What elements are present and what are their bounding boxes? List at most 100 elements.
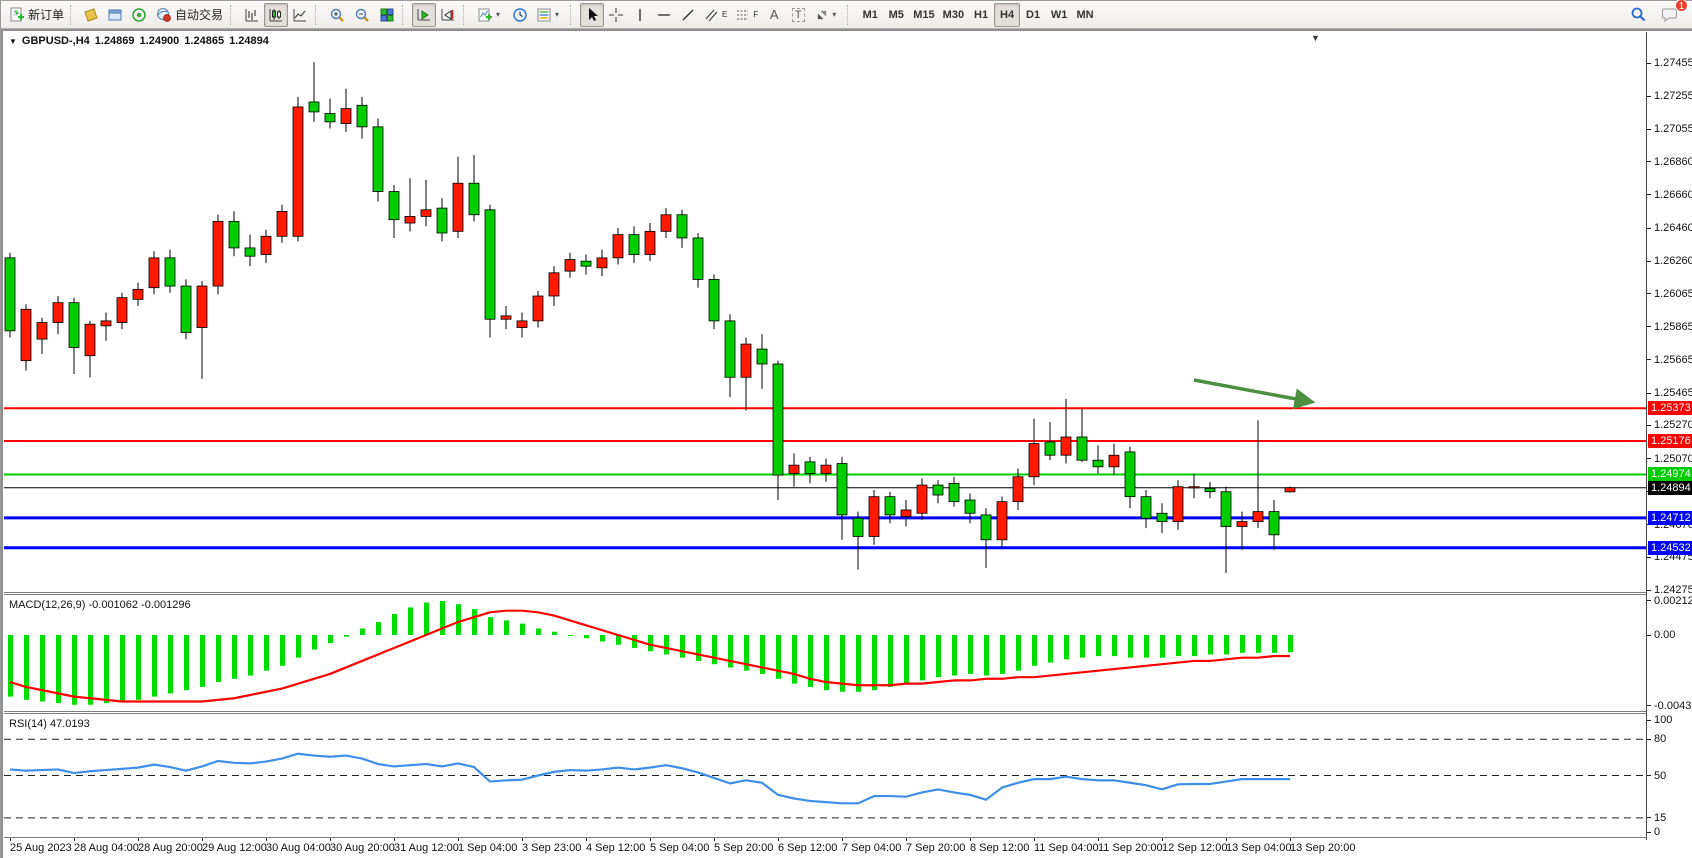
tab-timeframe-h1[interactable]: H1 bbox=[968, 3, 994, 27]
text-tool[interactable]: A bbox=[762, 3, 786, 27]
bull-candle[interactable] bbox=[292, 106, 304, 237]
bull-candle[interactable] bbox=[1012, 476, 1024, 503]
bear-candle[interactable] bbox=[228, 220, 240, 249]
bull-candle[interactable] bbox=[1172, 486, 1184, 522]
bull-candle[interactable] bbox=[132, 288, 144, 300]
bull-candle[interactable] bbox=[420, 209, 432, 217]
bear-candle[interactable] bbox=[692, 237, 704, 280]
price-chart-canvas[interactable] bbox=[4, 32, 1646, 593]
macd-panel-canvas[interactable] bbox=[4, 595, 1646, 712]
panel-separator[interactable] bbox=[4, 592, 1648, 595]
bear-candle[interactable] bbox=[1124, 451, 1136, 498]
bear-candle[interactable] bbox=[372, 126, 384, 192]
bull-candle[interactable] bbox=[788, 464, 800, 474]
bear-candle[interactable] bbox=[388, 191, 400, 221]
bull-candle[interactable] bbox=[1236, 521, 1248, 527]
bull-candle[interactable] bbox=[740, 343, 752, 378]
bull-candle[interactable] bbox=[196, 285, 208, 328]
bear-candle[interactable] bbox=[244, 247, 256, 257]
autotrading-button[interactable]: 自动交易 bbox=[151, 3, 227, 27]
crosshair-button[interactable] bbox=[604, 3, 628, 27]
bear-candle[interactable] bbox=[1268, 511, 1280, 536]
bear-candle[interactable] bbox=[484, 209, 496, 320]
vertical-line-tool[interactable] bbox=[628, 3, 652, 27]
bear-candle[interactable] bbox=[772, 363, 784, 476]
search-button[interactable] bbox=[1626, 3, 1651, 27]
trend-arrow-annotation[interactable] bbox=[1193, 378, 1316, 410]
text-label-tool[interactable]: T bbox=[786, 3, 810, 27]
tab-timeframe-h4[interactable]: H4 bbox=[994, 2, 1021, 27]
bull-candle[interactable] bbox=[1108, 454, 1120, 468]
tab-timeframe-m15[interactable]: M15 bbox=[909, 3, 938, 27]
bull-candle[interactable] bbox=[996, 501, 1008, 541]
bull-candle[interactable] bbox=[260, 235, 272, 255]
auto-scroll-button[interactable] bbox=[412, 2, 437, 27]
bear-candle[interactable] bbox=[932, 484, 944, 496]
bull-candle[interactable] bbox=[1188, 486, 1200, 489]
bull-candle[interactable] bbox=[148, 257, 160, 289]
bear-candle[interactable] bbox=[1076, 436, 1088, 461]
chart-shift-button[interactable] bbox=[436, 3, 460, 27]
bull-candle[interactable] bbox=[532, 295, 544, 322]
bear-candle[interactable] bbox=[1204, 487, 1216, 493]
templates-button[interactable]: ▾ bbox=[532, 3, 567, 27]
arrows-tool[interactable]: ▾ bbox=[810, 3, 844, 27]
tab-timeframe-m30[interactable]: M30 bbox=[939, 3, 968, 27]
bull-candle[interactable] bbox=[340, 108, 352, 124]
bear-candle[interactable] bbox=[804, 461, 816, 474]
bull-candle[interactable] bbox=[452, 182, 464, 232]
bull-candle[interactable] bbox=[1060, 436, 1072, 456]
bull-candle[interactable] bbox=[900, 509, 912, 517]
notifications-button[interactable]: 1 bbox=[1657, 0, 1688, 27]
equidistant-channel-tool[interactable]: E bbox=[700, 3, 731, 27]
bull-candle[interactable] bbox=[276, 211, 288, 237]
rsi-line[interactable] bbox=[9, 752, 1291, 805]
bear-candle[interactable] bbox=[836, 463, 848, 516]
bear-candle[interactable] bbox=[580, 260, 592, 267]
bull-candle[interactable] bbox=[660, 214, 672, 232]
bull-candle[interactable] bbox=[820, 464, 832, 474]
bull-candle[interactable] bbox=[1284, 487, 1296, 493]
price-axis[interactable]: 1.27455 1.27255 1.27055 1.26860 1.26660 1.264… bbox=[1646, 32, 1692, 840]
bull-candle[interactable] bbox=[916, 484, 928, 514]
templates-caret-icon[interactable]: ▾ bbox=[555, 10, 560, 19]
indicators-caret-icon[interactable]: ▾ bbox=[496, 10, 501, 19]
bear-candle[interactable] bbox=[324, 113, 336, 123]
panel-separator[interactable] bbox=[4, 711, 1648, 714]
bear-candle[interactable] bbox=[4, 257, 16, 332]
bear-candle[interactable] bbox=[884, 496, 896, 516]
bear-candle[interactable] bbox=[708, 279, 720, 322]
chart-shift-marker-icon[interactable]: ▼ bbox=[1311, 33, 1320, 43]
alerts-button[interactable] bbox=[127, 3, 151, 27]
bear-candle[interactable] bbox=[356, 104, 368, 128]
new-order-button[interactable]: 新订单 bbox=[5, 3, 68, 27]
bull-candle[interactable] bbox=[500, 315, 512, 320]
tab-timeframe-d1[interactable]: D1 bbox=[1020, 3, 1046, 27]
bull-candle[interactable] bbox=[644, 230, 656, 255]
tab-timeframe-m1[interactable]: M1 bbox=[857, 3, 883, 27]
bull-candle[interactable] bbox=[596, 257, 608, 269]
tile-windows-button[interactable] bbox=[375, 3, 399, 27]
bear-candle[interactable] bbox=[964, 499, 976, 514]
tab-timeframe-m5[interactable]: M5 bbox=[883, 3, 909, 27]
bull-candle[interactable] bbox=[868, 496, 880, 537]
bear-candle[interactable] bbox=[756, 348, 768, 365]
new-chart-button[interactable] bbox=[79, 3, 103, 27]
bull-candle[interactable] bbox=[100, 320, 112, 327]
time-axis[interactable]: 25 Aug 2023 28 Aug 04:00 28 Aug 20:00 29 Au… bbox=[4, 838, 1646, 858]
periods-button[interactable] bbox=[508, 3, 532, 27]
bear-candle[interactable] bbox=[724, 320, 736, 378]
bear-candle[interactable] bbox=[1140, 496, 1152, 519]
bull-candle[interactable] bbox=[1252, 511, 1264, 522]
symbol-dropdown-icon[interactable]: ▼ bbox=[9, 36, 17, 46]
bear-candle[interactable] bbox=[180, 285, 192, 333]
rsi-panel-canvas[interactable] bbox=[4, 714, 1646, 837]
bear-candle[interactable] bbox=[948, 483, 960, 503]
bear-candle[interactable] bbox=[1044, 441, 1056, 456]
bear-candle[interactable] bbox=[68, 302, 80, 348]
bear-candle[interactable] bbox=[468, 182, 480, 216]
bear-candle[interactable] bbox=[308, 101, 320, 113]
line-chart-button[interactable] bbox=[288, 3, 312, 27]
bear-candle[interactable] bbox=[164, 257, 176, 287]
bull-candle[interactable] bbox=[212, 220, 224, 287]
